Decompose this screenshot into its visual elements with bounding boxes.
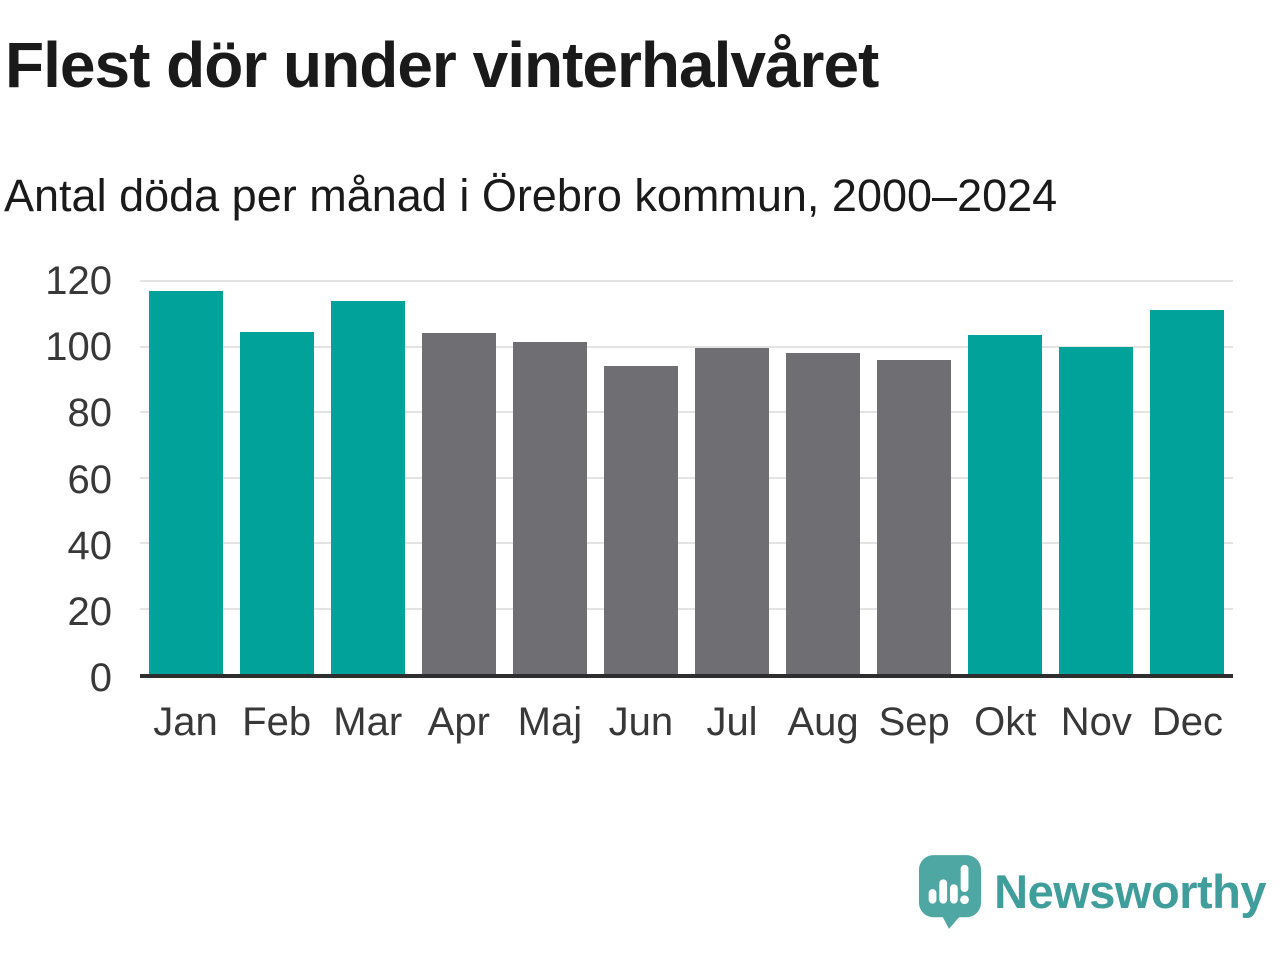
bar-sep	[877, 359, 952, 674]
bar-apr	[421, 333, 496, 674]
chart-subtitle: Antal döda per månad i Örebro kommun, 20…	[4, 170, 1058, 221]
x-tick-label-jul: Jul	[706, 700, 758, 744]
gridline-60	[140, 476, 1233, 479]
bar-slot-feb	[231, 281, 322, 674]
brand-wordmark: Newsworthy	[994, 865, 1266, 918]
x-tick-label-jun: Jun	[608, 700, 674, 744]
y-tick-label-0: 0	[89, 656, 112, 700]
y-tick-label-20: 20	[67, 589, 113, 634]
bar-slot-jun	[595, 281, 686, 674]
footer-brand: Newsworthy	[918, 854, 1266, 930]
x-tick-label-maj: Maj	[517, 700, 583, 744]
bar-slot-okt	[960, 281, 1051, 674]
bar-slot-apr	[413, 281, 504, 674]
x-tick-label-dec: Dec	[1151, 700, 1223, 744]
y-axis-labels: 0 20 40 60 80 100 120	[0, 259, 113, 700]
gridline-20	[140, 607, 1233, 610]
bar-slot-mar	[322, 281, 413, 674]
x-tick-label-feb: Feb	[242, 700, 312, 744]
y-tick-label-120: 120	[45, 259, 112, 303]
bar-slot-maj	[504, 281, 595, 674]
y-tick-label-60: 60	[67, 457, 113, 502]
gridline-40	[140, 542, 1233, 545]
x-tick-label-jan: Jan	[153, 700, 218, 744]
y-tick-label-100: 100	[45, 325, 112, 370]
x-axis-labels: Jan Feb Mar Apr Maj Jun Jul Aug Sep Okt Nov Dec	[140, 698, 1233, 746]
y-tick-label-80: 80	[67, 391, 113, 436]
x-tick-label-apr: Apr	[427, 700, 490, 744]
gridline-120	[140, 280, 1233, 282]
bar-jan	[148, 290, 223, 674]
bar-slot-dec	[1142, 281, 1233, 674]
newsworthy-logo-icon	[919, 855, 982, 929]
bar-slot-aug	[778, 281, 869, 674]
bar-maj	[512, 341, 587, 674]
gridline-80	[140, 411, 1233, 414]
plot-area	[140, 280, 1233, 678]
bar-slot-sep	[869, 281, 960, 674]
bar-aug	[786, 353, 861, 674]
bar-slot-nov	[1051, 281, 1142, 674]
bar-slot-jan	[140, 281, 231, 674]
bar-okt	[968, 335, 1043, 674]
x-tick-label-nov: Nov	[1060, 700, 1132, 744]
x-tick-label-sep: Sep	[878, 700, 950, 744]
x-tick-label-okt: Okt	[974, 700, 1037, 744]
gridline-100	[140, 345, 1233, 348]
y-tick-label-40: 40	[67, 523, 113, 568]
bar-jul	[695, 348, 769, 674]
bar-nov	[1059, 346, 1134, 674]
bars	[140, 281, 1233, 674]
x-tick-label-mar: Mar	[333, 700, 403, 744]
chart-title: Flest dör under vinterhalvåret	[5, 29, 879, 101]
bar-slot-jul	[686, 281, 777, 674]
bar-mar	[330, 300, 405, 674]
x-tick-label-aug: Aug	[787, 700, 859, 744]
bar-dec	[1150, 310, 1225, 674]
bar-feb	[239, 331, 314, 674]
bar-jun	[603, 366, 678, 674]
